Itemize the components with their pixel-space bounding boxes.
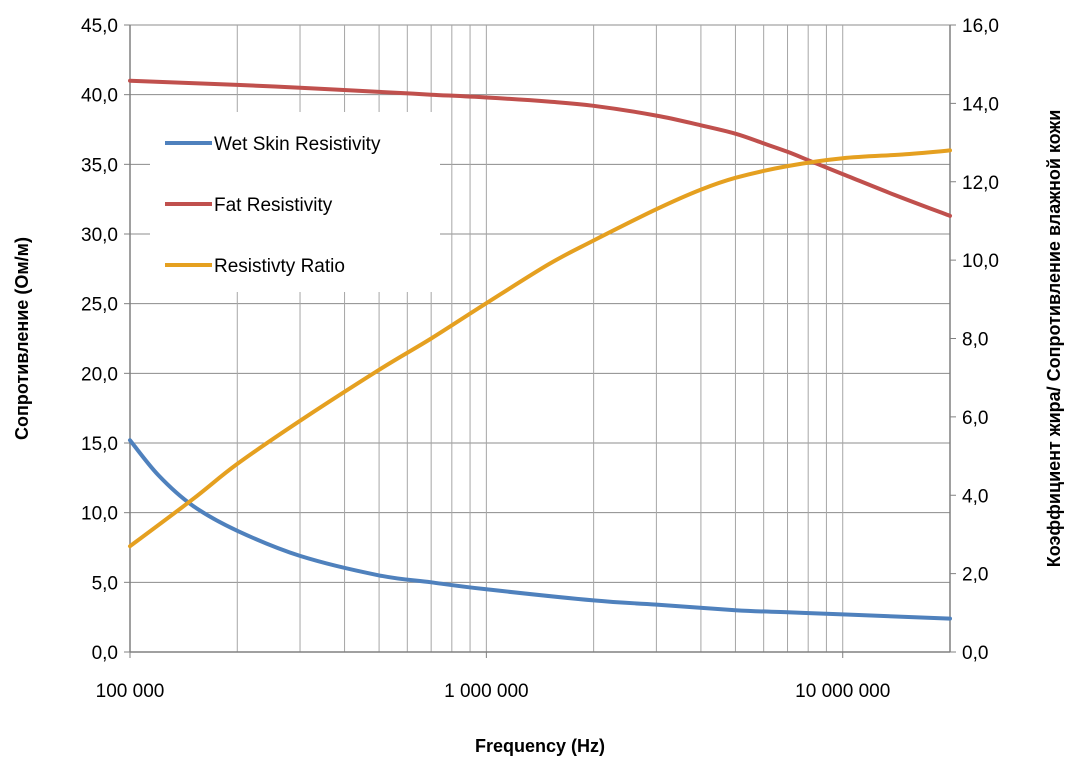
y2-tick-label: 4,0 [962,486,988,507]
y-tick-label: 0,0 [92,643,118,664]
y2-tick-label: 2,0 [962,565,988,586]
y-axis-title: Сопротивление (Ом/м) [12,237,32,440]
legend-label-fat: Fat Resistivity [214,195,333,216]
y-tick-label: 15,0 [81,434,118,455]
y-tick-label: 10,0 [81,504,118,525]
y-tick-label: 20,0 [81,364,118,385]
y2-tick-label: 10,0 [962,251,999,272]
y2-tick-label: 16,0 [962,16,999,37]
y2-tick-label: 8,0 [962,330,988,351]
y-tick-label: 30,0 [81,225,118,246]
x-tick-label: 1 000 000 [444,681,529,702]
y2-tick-label: 14,0 [962,94,999,115]
series-lines [128,78,952,621]
y2-axis-title: Коэффициент жира/ Сопротивление влажной … [1044,110,1064,568]
y-tick-label: 40,0 [81,86,118,107]
series-line-wet-skin [128,438,952,621]
x-axis-title: Frequency (Hz) [475,736,605,756]
legend-label-wet-skin: Wet Skin Resistivity [214,134,381,155]
y-tick-label: 25,0 [81,295,118,316]
y-tick-label: 35,0 [81,155,118,176]
series-line-ratio [128,148,952,549]
tick-labels: 0,0 5,0 10,0 15,0 20,0 25,0 30,0 35,0 40,0 45,0 0,… [81,16,999,702]
legend: Wet Skin Resistivity Fat Resistivity Res… [150,112,440,292]
y-tick-label: 45,0 [81,16,118,37]
y2-tick-label: 12,0 [962,173,999,194]
x-tick-label: 100 000 [96,681,165,702]
y2-tick-label: 6,0 [962,408,988,429]
legend-label-ratio: Resistivty Ratio [214,256,345,277]
y2-tick-label: 0,0 [962,643,988,664]
y-tick-label: 5,0 [92,573,118,594]
x-tick-label: 10 000 000 [795,681,890,702]
